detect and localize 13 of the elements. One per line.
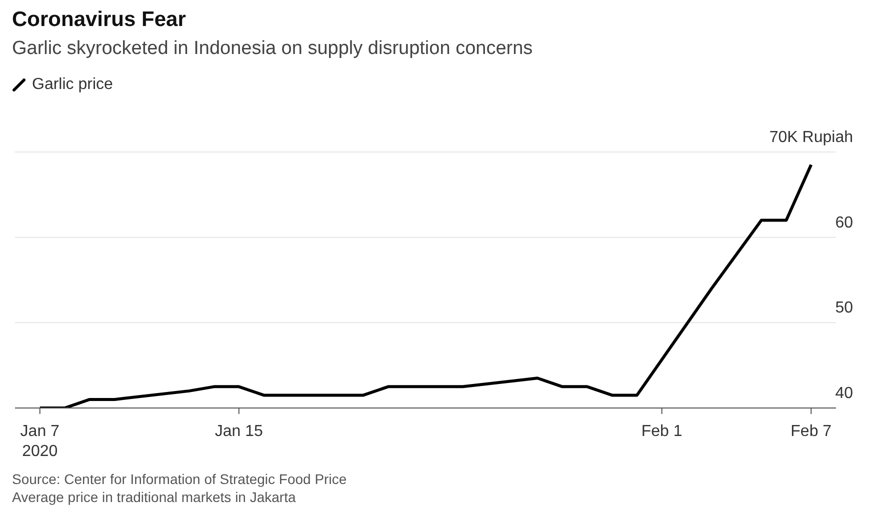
y-tick-label: 70K Rupiah (769, 129, 853, 146)
chart-title: Coronavirus Fear (12, 8, 186, 32)
legend-label: Garlic price (32, 76, 113, 94)
x-tick-label: Feb 7 (790, 423, 832, 440)
y-tick-label: 40 (835, 385, 854, 402)
x-tick-label: Jan 7 2020 (20, 423, 60, 460)
x-tick-label: Jan 15 (214, 423, 264, 440)
y-tick-label: 60 (835, 214, 854, 232)
x-tick-label: Feb 1 (641, 423, 682, 440)
chart-subtitle: Garlic skyrocketed in Indonesia on supply disruption concerns (12, 38, 533, 60)
source-note: Source: Center for Information of Strategic Food Price (12, 470, 347, 488)
y-tick-label: 50 (835, 300, 854, 317)
text: Average price in traditional markets in Jakarta (12, 488, 297, 506)
